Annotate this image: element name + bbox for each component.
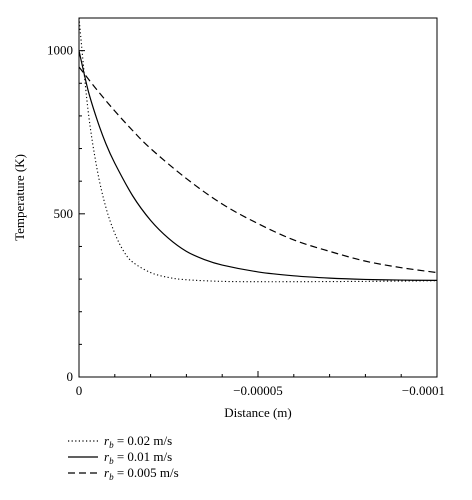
x-tick-label: −0.0001 bbox=[402, 383, 445, 398]
x-tick-label: 0 bbox=[76, 383, 83, 398]
series-line-solid bbox=[79, 50, 437, 281]
y-tick-label: 0 bbox=[67, 369, 74, 384]
x-axis-label: Distance (m) bbox=[224, 405, 292, 420]
legend: rb = 0.02 m/srb = 0.01 m/srb = 0.005 m/s bbox=[68, 433, 179, 482]
y-axis-label: Temperature (K) bbox=[12, 154, 27, 241]
series-layer bbox=[79, 18, 437, 283]
axes: 0 500 1000 0 −0.00005 −0.0001 Distance (m) Temp… bbox=[12, 17, 445, 420]
series-line-dashed bbox=[79, 66, 437, 274]
legend-label: rb = 0.01 m/s bbox=[104, 449, 172, 466]
legend-label: rb = 0.005 m/s bbox=[104, 465, 179, 482]
plot-frame bbox=[78, 17, 438, 378]
series-line-dotted bbox=[79, 18, 437, 283]
x-tick-label: −0.00005 bbox=[233, 383, 283, 398]
y-tick-label: 1000 bbox=[47, 43, 73, 58]
legend-label: rb = 0.02 m/s bbox=[104, 433, 172, 450]
y-tick-label: 500 bbox=[54, 206, 74, 221]
